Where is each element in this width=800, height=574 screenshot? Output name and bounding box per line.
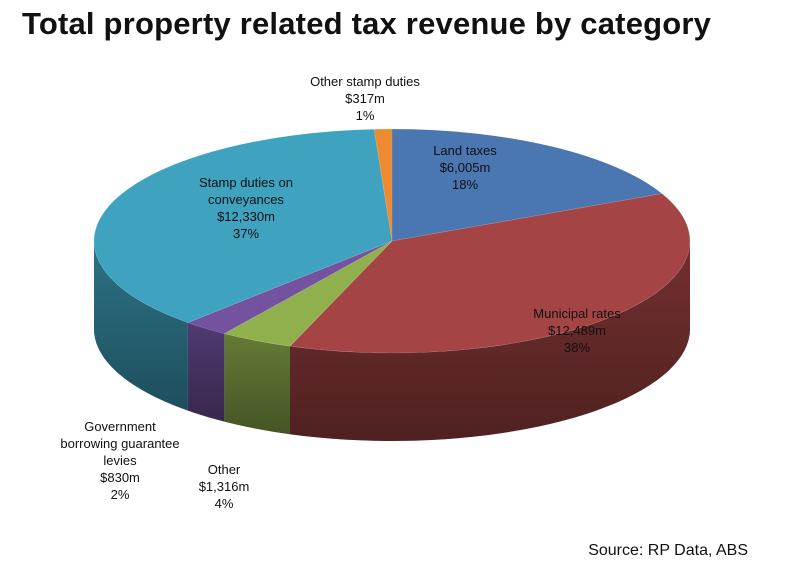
data-label-municipal-rates-percent: 38% (564, 340, 590, 355)
data-label-government-borrowing-guarantee-levies-name-0: Government (84, 419, 156, 434)
data-label-other-stamp-duties-percent: 1% (356, 108, 375, 123)
pie-slice-municipal-rates (289, 193, 691, 354)
data-label-municipal-rates-value: $12,489m (548, 323, 606, 338)
data-label-stamp-duties-on-conveyances-name-1: conveyances (208, 192, 284, 207)
data-label-other-stamp-duties-value: $317m (345, 91, 385, 106)
data-label-government-borrowing-guarantee-levies-name-2: levies (103, 453, 137, 468)
pie-slice-stamp-duties-on-conveyances (93, 128, 393, 323)
pie-side-other-shade (224, 333, 290, 435)
data-label-other-value: $1,316m (199, 479, 250, 494)
pie-slice-other (223, 240, 393, 347)
data-label-land-taxes-name-0: Land taxes (433, 143, 497, 158)
data-label-land-taxes-value: $6,005m (440, 160, 491, 175)
pie-side-municipal-rates-shade (290, 241, 690, 441)
data-label-land-taxes-percent: 18% (452, 177, 478, 192)
data-label-stamp-duties-on-conveyances-name-0: Stamp duties on (199, 175, 293, 190)
data-label-government-borrowing-guarantee-levies-name-1: borrowing guarantee (60, 436, 179, 451)
data-label-stamp-duties-on-conveyances-value: $12,330m (217, 209, 275, 224)
data-label-government-borrowing-guarantee-levies-percent: 2% (111, 487, 130, 502)
pie-slice-land-taxes (391, 128, 663, 242)
source-note: Source: RP Data, ABS (588, 542, 748, 559)
data-label-stamp-duties-on-conveyances-percent: 37% (233, 226, 259, 241)
data-label-government-borrowing-guarantee-levies-value: $830m (100, 470, 140, 485)
data-label-other-stamp-duties-name-0: Other stamp duties (310, 74, 420, 89)
data-label-municipal-rates-name-0: Municipal rates (533, 306, 621, 321)
pie-slice-government-borrowing-guarantee-levies (187, 240, 393, 334)
pie-side-stamp-duties-on-conveyances-shade (94, 241, 188, 411)
data-label-other-name-0: Other (208, 462, 241, 477)
chart-title: Total property related tax revenue by ca… (22, 6, 712, 41)
data-label-other-percent: 4% (215, 496, 234, 511)
pie-side-government-borrowing-guarantee-levies-shade (187, 322, 225, 422)
pie-slice-other-stamp-duties (373, 128, 393, 242)
